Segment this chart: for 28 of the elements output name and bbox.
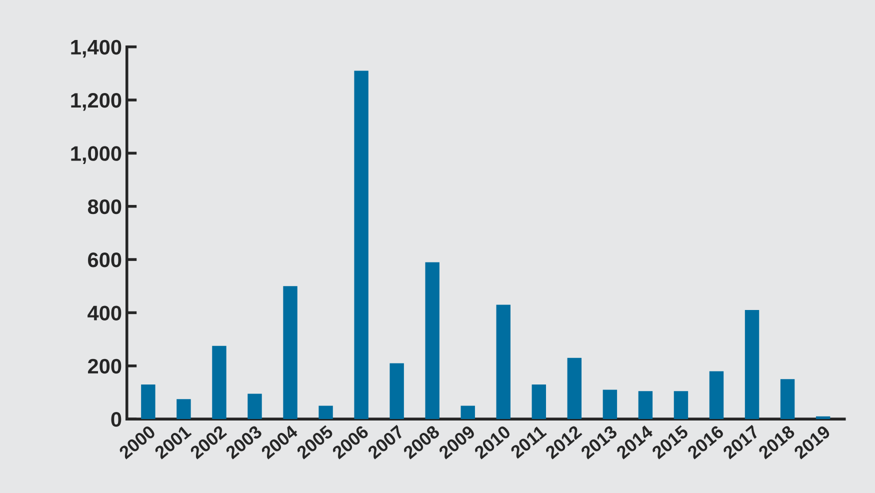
bar (212, 346, 226, 420)
bar (425, 262, 440, 420)
y-tick-label: 800 (88, 199, 122, 214)
bar (460, 406, 475, 420)
bar (283, 286, 298, 420)
bar (248, 394, 262, 420)
y-tick-label: 1,400 (71, 40, 122, 58)
bar (318, 406, 333, 420)
bar (390, 363, 404, 420)
bar (780, 379, 795, 420)
bar (602, 390, 618, 420)
bar (638, 391, 653, 420)
y-tick-label: 1,200 (71, 93, 122, 111)
y-tick-label: 200 (88, 358, 122, 374)
bar (744, 310, 760, 420)
bar (176, 399, 191, 420)
bar (567, 358, 582, 420)
y-tick-label: 600 (88, 252, 122, 268)
y-tick-label: 400 (88, 306, 122, 320)
bar (674, 391, 688, 420)
bar (816, 416, 830, 420)
bar (496, 304, 510, 420)
bar (709, 371, 724, 420)
bar (354, 70, 368, 420)
y-tick-label: 0 (111, 412, 122, 427)
bar (141, 384, 156, 420)
bar (532, 384, 546, 420)
y-tick-label: 1,000 (71, 146, 122, 164)
